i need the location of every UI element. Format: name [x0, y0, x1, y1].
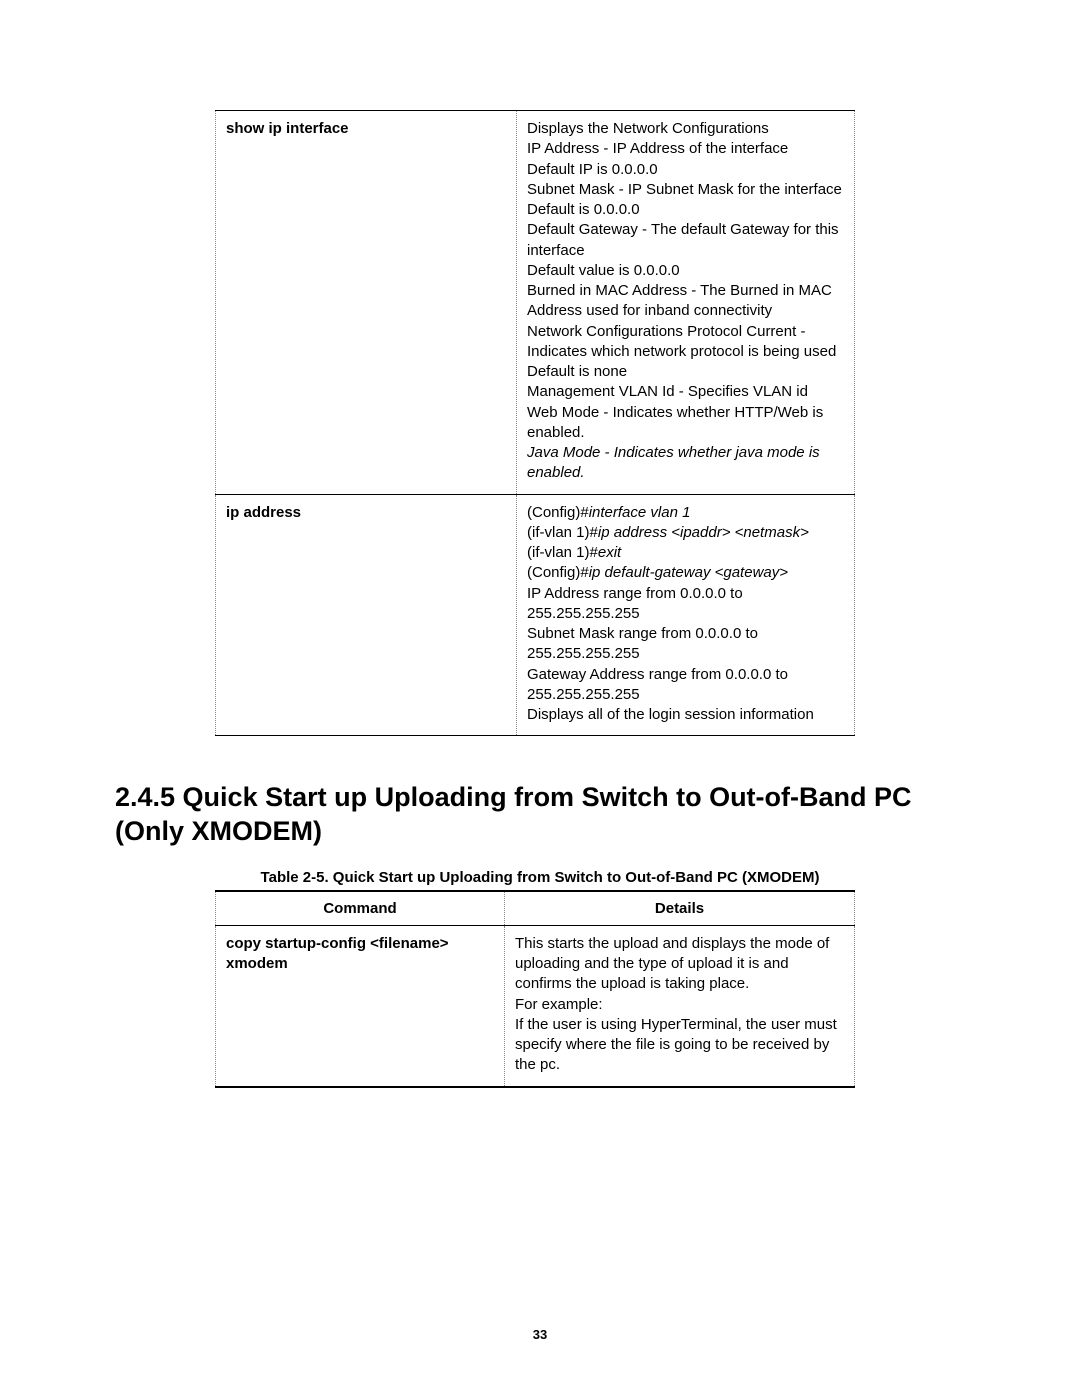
details-run: (Config)#: [527, 504, 589, 521]
details-cell: This starts the upload and displays the …: [505, 925, 855, 1086]
table-row: ip address(Config)#interface vlan 1(if-v…: [216, 494, 855, 736]
details-line: (Config)#ip default-gateway <gateway>: [527, 563, 844, 583]
details-line: Subnet Mask - IP Subnet Mask for the int…: [527, 180, 844, 200]
table2-caption: Table 2-5. Quick Start up Uploading from…: [115, 869, 965, 886]
command-cell: copy startup-config <filename> xmodem: [216, 925, 505, 1086]
details-cell: Displays the Network ConfigurationsIP Ad…: [517, 111, 855, 495]
details-line: If the user is using HyperTerminal, the …: [515, 1015, 844, 1076]
table-commands-1: show ip interfaceDisplays the Network Co…: [215, 110, 855, 736]
details-run: exit: [598, 544, 621, 561]
command-cell: show ip interface: [216, 111, 517, 495]
details-run: ip default-gateway <gateway>: [589, 564, 788, 581]
details-line: Displays the Network Configurations: [527, 119, 844, 139]
details-line: Java Mode - Indicates whether java mode …: [527, 443, 844, 484]
section-heading: 2.4.5 Quick Start up Uploading from Swit…: [115, 781, 965, 849]
details-line: Burned in MAC Address - The Burned in MA…: [527, 281, 844, 322]
col-header-details: Details: [505, 891, 855, 926]
details-run: (if-vlan 1)#: [527, 544, 598, 561]
details-line: For example:: [515, 995, 844, 1015]
details-line: Displays all of the login session inform…: [527, 705, 844, 725]
details-run: ip address <ipaddr> <netmask>: [598, 524, 809, 541]
col-header-command: Command: [216, 891, 505, 926]
details-line: Default is none: [527, 362, 844, 382]
table-row: copy startup-config <filename> xmodemThi…: [216, 925, 855, 1086]
details-line: Default is 0.0.0.0: [527, 200, 844, 220]
details-line: (if-vlan 1)#exit: [527, 543, 844, 563]
details-line: Default value is 0.0.0.0: [527, 261, 844, 281]
table-commands-2: CommandDetailscopy startup-config <filen…: [215, 890, 855, 1088]
details-line: Network Configurations Protocol Current …: [527, 322, 844, 363]
page-number: 33: [0, 1327, 1080, 1342]
details-line: IP Address range from 0.0.0.0 to 255.255…: [527, 584, 844, 625]
details-line: (Config)#interface vlan 1: [527, 503, 844, 523]
details-line: This starts the upload and displays the …: [515, 934, 844, 995]
details-run: (Config)#: [527, 564, 589, 581]
details-line: Gateway Address range from 0.0.0.0 to 25…: [527, 665, 844, 706]
details-line: Web Mode - Indicates whether HTTP/Web is…: [527, 403, 844, 444]
details-run: interface vlan 1: [589, 504, 691, 521]
table-row: show ip interfaceDisplays the Network Co…: [216, 111, 855, 495]
details-line: IP Address - IP Address of the interface: [527, 139, 844, 159]
details-line: Default IP is 0.0.0.0: [527, 160, 844, 180]
details-line: (if-vlan 1)#ip address <ipaddr> <netmask…: [527, 523, 844, 543]
details-line: Default Gateway - The default Gateway fo…: [527, 220, 844, 261]
command-cell: ip address: [216, 494, 517, 736]
details-line: Subnet Mask range from 0.0.0.0 to 255.25…: [527, 624, 844, 665]
details-run: (if-vlan 1)#: [527, 524, 598, 541]
details-line: Management VLAN Id - Specifies VLAN id: [527, 382, 844, 402]
page: show ip interfaceDisplays the Network Co…: [0, 0, 1080, 1397]
table-header-row: CommandDetails: [216, 891, 855, 926]
details-cell: (Config)#interface vlan 1(if-vlan 1)#ip …: [517, 494, 855, 736]
